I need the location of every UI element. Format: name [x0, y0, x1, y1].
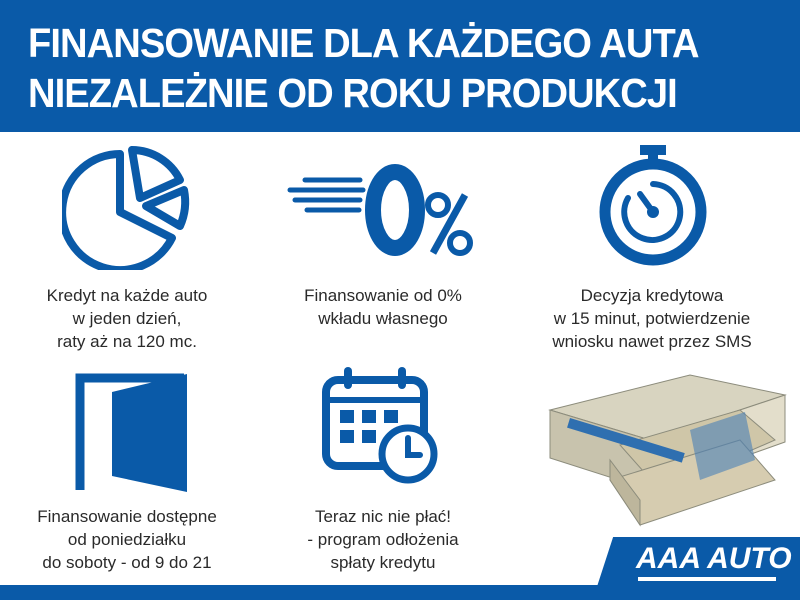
aaa-auto-logo: AAA AUTO — [636, 542, 792, 575]
caption-line: Kredyt na każde auto — [46, 286, 208, 305]
caption-line: Finansowanie dostępne — [37, 507, 217, 526]
caption-line: od poniedziałku — [67, 530, 187, 549]
pie-chart-icon — [62, 146, 190, 270]
logo-underline — [638, 577, 776, 581]
feature-caption-credit: Kredyt na każde auto w jeden dzień, raty… — [0, 284, 257, 353]
headline-line-2: NIEZALEŻNIE OD ROKU PRODUKCJI — [28, 70, 678, 116]
caption-line: wniosku nawet przez SMS — [552, 332, 752, 351]
caption-line: wkładu własnego — [318, 309, 448, 328]
caption-line: Finansowanie od 0% — [304, 286, 462, 305]
money-stack-image — [548, 374, 787, 527]
feature-caption-decision: Decyzja kredytowa w 15 minut, potwierdze… — [522, 284, 782, 353]
caption-line: raty aż na 120 mc. — [57, 332, 197, 351]
caption-line: Teraz nic nie płać! — [314, 507, 452, 526]
feature-caption-zero-down: Finansowanie od 0% wkładu własnego — [253, 284, 513, 330]
caption-line: spłaty kredytu — [330, 553, 436, 572]
caption-line: - program odłożenia — [307, 530, 459, 549]
feature-caption-hours: Finansowanie dostępne od poniedziałku do… — [0, 505, 257, 574]
feature-caption-deferral: Teraz nic nie płać! - program odłożenia … — [253, 505, 513, 574]
stopwatch-icon — [599, 145, 707, 266]
caption-line: do soboty - od 9 do 21 — [42, 553, 212, 572]
caption-line: Decyzja kredytowa — [580, 286, 724, 305]
caption-line: w jeden dzień, — [72, 309, 182, 328]
caption-line: w 15 minut, potwierdzenie — [553, 309, 751, 328]
zero-percent-icon — [287, 164, 473, 256]
door-icon — [75, 373, 187, 492]
header-banner: FINANSOWANIE DLA KAŻDEGO AUTA NIEZALEŻNI… — [0, 0, 800, 132]
calendar-clock-icon — [322, 367, 438, 484]
headline-line-1: FINANSOWANIE DLA KAŻDEGO AUTA — [28, 20, 700, 66]
bottom-bar — [0, 585, 800, 600]
